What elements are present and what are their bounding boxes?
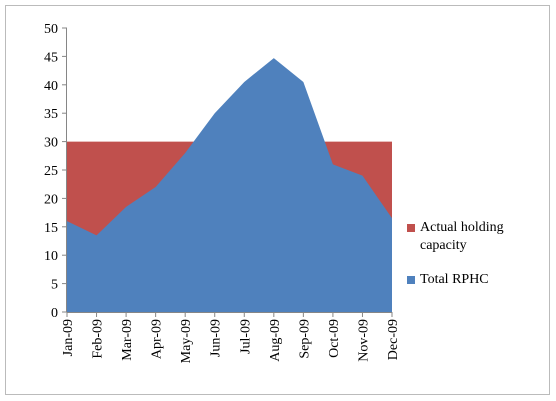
- y-tick-label: 25: [44, 164, 58, 179]
- x-tick-label: May-09: [179, 319, 194, 363]
- area: [67, 58, 392, 312]
- x-tick-label: Jul-09: [238, 319, 253, 354]
- legend-swatch: [407, 276, 415, 284]
- x-tick-label: Jan-09: [61, 319, 76, 356]
- legend-label: Total RPHC: [420, 272, 489, 287]
- x-tick-label: Aug-09: [268, 319, 283, 362]
- x-tick-label: Dec-09: [386, 319, 401, 360]
- x-tick-label: Mar-09: [120, 319, 135, 361]
- legend-swatch: [407, 224, 415, 232]
- y-tick-label: 40: [44, 79, 58, 94]
- y-tick-label: 20: [44, 192, 58, 207]
- legend-label: Actual holding capacity: [420, 220, 504, 253]
- y-tick-label: 15: [44, 221, 58, 236]
- x-tick-label: Feb-09: [91, 319, 106, 359]
- y-tick-label: 5: [51, 278, 58, 293]
- y-tick-label: 50: [44, 22, 58, 37]
- x-tick-label: Sep-09: [297, 319, 312, 359]
- y-tick-label: 45: [44, 50, 58, 65]
- x-tick-label: Oct-09: [327, 319, 342, 358]
- x-tick-label: Jun-09: [209, 319, 224, 357]
- y-tick-label: 35: [44, 107, 58, 122]
- y-tick-label: 30: [44, 136, 58, 151]
- y-tick-label: 0: [51, 306, 58, 321]
- x-tick-label: Apr-09: [150, 319, 165, 359]
- x-tick-label: Nov-09: [356, 319, 371, 362]
- y-tick-label: 10: [44, 249, 58, 264]
